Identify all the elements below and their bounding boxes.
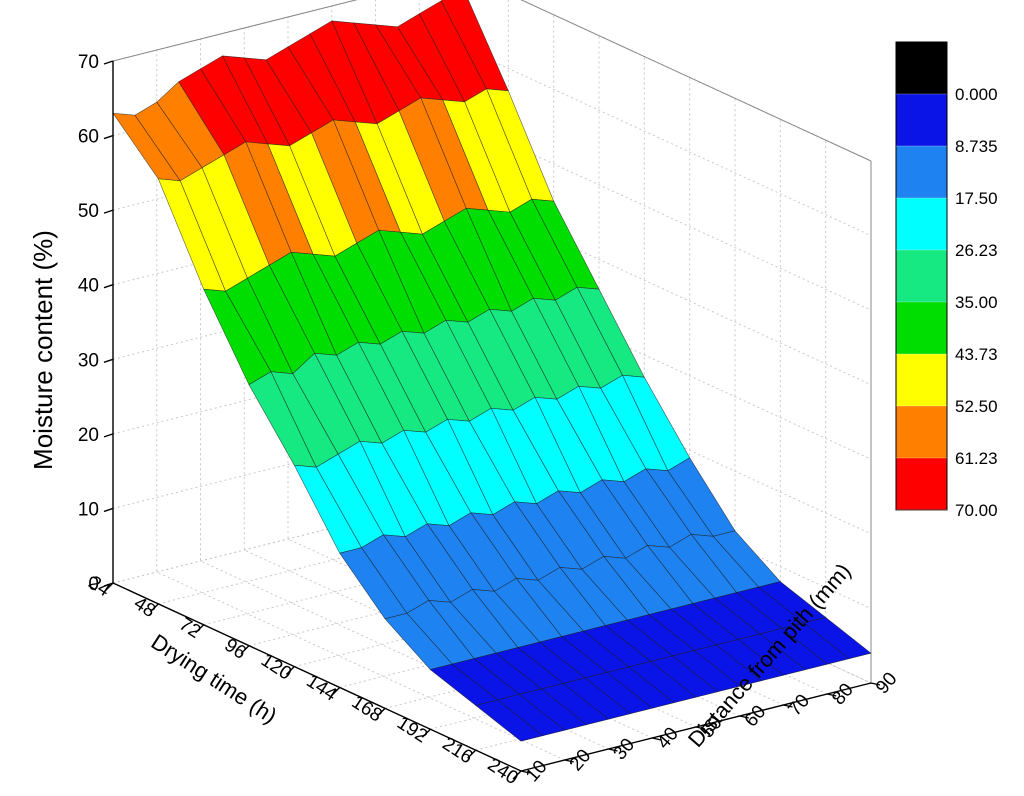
colorbar-level-label: 35.00	[955, 293, 998, 312]
colorbar-swatch	[896, 250, 947, 303]
y-tick-mark	[695, 726, 706, 730]
x-tick-mark	[376, 707, 386, 717]
x-tick-mark	[467, 749, 477, 759]
colorbar-level-label: 52.50	[955, 397, 998, 416]
x-tick-mark	[104, 582, 114, 592]
z-tick-mark	[103, 507, 114, 513]
y-tick-label: 40	[653, 724, 683, 754]
colorbar-level-label: 43.73	[955, 345, 998, 364]
z-tick-label: 60	[78, 127, 99, 148]
y-tick-mark	[739, 715, 749, 719]
y-tick-label: 90	[872, 669, 902, 699]
x-tick-mark	[331, 686, 341, 696]
x-tick-mark	[149, 603, 159, 613]
y-tick-label: 10	[522, 757, 552, 787]
y-tick-mark	[520, 770, 531, 774]
y-tick-mark	[652, 737, 662, 741]
colorbar-level-label: 26.23	[955, 241, 998, 260]
back-wall-top-edge	[112, 0, 872, 162]
colorbar-swatch	[896, 302, 947, 355]
y-tick-label: 60	[741, 702, 771, 732]
colorbar-level-label: 0.000	[955, 85, 998, 104]
colorbar-swatch	[896, 354, 947, 407]
y-tick-label: 80	[828, 680, 858, 710]
x-tick-mark	[512, 770, 522, 780]
x-axis-title: Drying time (h)	[147, 629, 282, 729]
colorbar-level-label: 17.50	[955, 189, 998, 208]
y-tick-mark	[827, 693, 837, 697]
z-tick-mark	[103, 209, 114, 214]
x-tick-label: 168	[348, 692, 386, 727]
x-tick-mark	[240, 645, 250, 655]
y-tick-mark	[564, 759, 574, 763]
x-tick-label: 120	[257, 650, 295, 685]
z-tick-mark	[103, 134, 114, 140]
x-axis-line	[112, 582, 522, 772]
colorbar-level-label: 61.23	[955, 449, 998, 468]
surface-layer	[112, 0, 872, 742]
z-tick-label: 30	[78, 350, 99, 371]
x-tick-label: 72	[175, 614, 204, 643]
z-tick-mark	[103, 582, 114, 587]
z-tick-label: 0	[88, 574, 99, 595]
x-tick-label: 144	[302, 671, 340, 706]
colorbar-swatch	[896, 198, 947, 251]
x-tick-label: 48	[130, 593, 159, 622]
surface-cell	[475, 699, 544, 742]
z-tick-label: 40	[78, 276, 99, 297]
colorbar-swatch	[896, 406, 947, 459]
x-tick-label: 216	[438, 733, 476, 768]
z-tick-mark	[103, 358, 114, 363]
colorbar-level-label: 8.735	[955, 137, 998, 156]
y-tick-label: 20	[566, 746, 596, 776]
colorbar-swatch	[896, 94, 947, 147]
colorbar-swatch	[896, 458, 947, 511]
z-axis-title: Moisture content (%)	[28, 230, 58, 470]
y-tick-mark	[783, 704, 793, 708]
z-tick-label: 20	[78, 425, 99, 446]
y-tick-mark	[870, 682, 881, 686]
z-tick-label: 70	[78, 52, 99, 73]
y-tick-mark	[608, 748, 618, 752]
z-tick-mark	[103, 60, 114, 65]
colorbar-swatch	[896, 146, 947, 199]
colorbar-level-label: 70.00	[955, 501, 998, 520]
y-tick-label: 70	[784, 691, 814, 721]
x-tick-label: 96	[221, 635, 250, 664]
colorbar: 0.000 8.735 17.50 26.23 35.00 43.73 52.50 61.23…	[895, 41, 998, 520]
z-tick-mark	[103, 433, 114, 438]
colorbar-swatch	[896, 42, 947, 95]
x-tick-label: 240	[484, 754, 522, 789]
z-tick-label: 10	[78, 499, 99, 520]
z-tick-mark	[103, 284, 114, 289]
x-tick-mark	[285, 666, 295, 676]
x-tick-label: 192	[393, 713, 431, 748]
x-tick-mark	[195, 624, 205, 634]
z-tick-label: 50	[78, 201, 99, 222]
x-tick-mark	[421, 728, 431, 738]
y-tick-label: 30	[609, 735, 639, 765]
